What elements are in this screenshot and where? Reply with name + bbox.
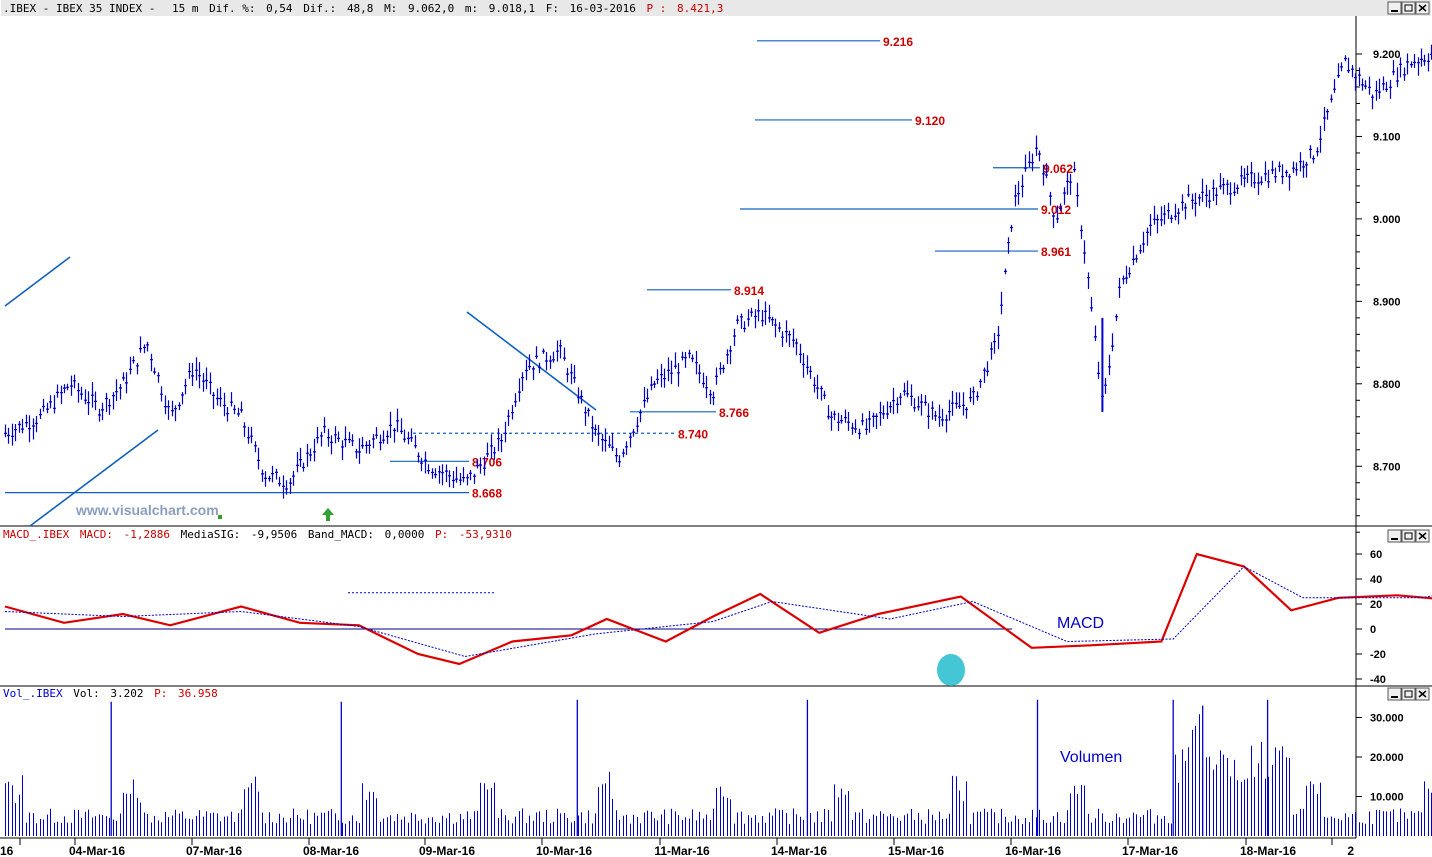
volume-annotation: Volumen xyxy=(1060,749,1122,766)
time-label-7: 14-Mar-16 xyxy=(771,844,827,857)
vol-panel-controls[interactable] xyxy=(1387,687,1430,701)
time-axis: 16 04-Mar-16 07-Mar-16 08-Mar-16 09-Mar-16 10… xyxy=(0,838,1354,857)
macd-header-text: MACD_.IBEX MACD: -1,2886 MediaSIG: -9,95… xyxy=(3,528,512,541)
macd-axis: 60 40 20 0 -20 -40 xyxy=(5,549,1386,686)
trend-line-1 xyxy=(29,429,159,527)
time-label-8: 15-Mar-16 xyxy=(888,844,944,857)
time-label-4: 09-Mar-16 xyxy=(419,844,475,857)
macd-tick-label-5: -40 xyxy=(1370,674,1386,686)
support-resistance-levels: 9.216 9.120 9.062 9.012 8.961 8.914 8.766 8.740… xyxy=(5,35,1073,501)
vol-close-button[interactable] xyxy=(1415,687,1430,701)
time-label-3: 08-Mar-16 xyxy=(303,844,359,857)
level-label-8.766: 8.766 xyxy=(719,406,749,420)
time-label-10: 17-Mar-16 xyxy=(1122,844,1178,857)
price-tick-label-1: 9.100 xyxy=(1373,131,1401,143)
trend-line-0 xyxy=(4,256,71,307)
vol-tick-label-2: 10.000 xyxy=(1370,792,1404,804)
up-arrow-icon xyxy=(322,508,334,521)
maximize-button[interactable] xyxy=(1401,1,1416,15)
macd-tick-label-3: 0 xyxy=(1370,624,1376,636)
price-panel-controls[interactable] xyxy=(1387,1,1430,15)
vol-header-text: Vol_.IBEX Vol: 3.202 P: 36.958 xyxy=(3,687,218,700)
price-tick-label-0: 9.200 xyxy=(1373,49,1401,61)
trend-lines xyxy=(4,256,597,527)
macd-series-MACD xyxy=(4,552,1432,666)
price-tick-label-3: 8.900 xyxy=(1373,296,1401,308)
price-header-text: .IBEX - IBEX 35 INDEX - 15 m Dif. %: 0,5… xyxy=(3,2,723,15)
time-label-5: 10-Mar-16 xyxy=(536,844,592,857)
level-label-9.062: 9.062 xyxy=(1043,162,1073,176)
level-label-8.740: 8.740 xyxy=(678,427,708,441)
level-label-9.120: 9.120 xyxy=(915,114,945,128)
macd-series-MediaSIG xyxy=(4,565,1432,658)
level-label-8.668: 8.668 xyxy=(472,487,502,501)
price-header-bar xyxy=(1,0,1431,16)
watermark: www.visualchart.com xyxy=(75,502,219,518)
level-label-9.012: 9.012 xyxy=(1041,203,1071,217)
price-tick-label-2: 9.000 xyxy=(1373,214,1401,226)
highlight-circle xyxy=(937,654,965,686)
vol-maximize-button[interactable] xyxy=(1401,687,1416,701)
time-label-12: 2 xyxy=(1347,844,1354,857)
level-label-8.706: 8.706 xyxy=(472,455,502,469)
close-button[interactable] xyxy=(1415,1,1430,15)
level-label-8.914: 8.914 xyxy=(734,284,764,298)
macd-panel-controls[interactable] xyxy=(1387,529,1430,543)
macd-tick-label-1: 40 xyxy=(1370,574,1382,586)
macd-maximize-button[interactable] xyxy=(1401,529,1416,543)
trend-line-2 xyxy=(466,311,597,411)
macd-lines xyxy=(4,552,1432,666)
volume-bars xyxy=(5,699,1432,836)
price-tick-label-4: 8.800 xyxy=(1373,379,1401,391)
time-label-1: 04-Mar-16 xyxy=(69,844,125,857)
time-label-2: 07-Mar-16 xyxy=(186,844,242,857)
price-tick-label-5: 8.700 xyxy=(1373,461,1401,473)
time-label-6: 11-Mar-16 xyxy=(654,844,710,857)
macd-tick-label-4: -20 xyxy=(1370,649,1386,661)
macd-tick-label-2: 20 xyxy=(1370,599,1382,611)
level-label-8.961: 8.961 xyxy=(1041,245,1071,259)
vol-tick-label-0: 30.000 xyxy=(1370,713,1404,725)
level-label-9.216: 9.216 xyxy=(883,35,913,49)
volume-bars-path xyxy=(5,714,1432,836)
time-label-0: 16 xyxy=(0,844,14,857)
time-label-9: 16-Mar-16 xyxy=(1005,844,1061,857)
time-label-11: 18-Mar-16 xyxy=(1240,844,1296,857)
minimize-button[interactable] xyxy=(1387,1,1402,15)
volume-axis: 30.000 20.000 10.000 xyxy=(1356,713,1404,804)
macd-minimize-button[interactable] xyxy=(1387,529,1402,543)
vol-tick-label-1: 20.000 xyxy=(1370,752,1404,764)
marker-dot xyxy=(218,515,222,519)
macd-tick-label-0: 60 xyxy=(1370,549,1382,561)
macd-close-button[interactable] xyxy=(1415,529,1430,543)
macd-annotation: MACD xyxy=(1057,615,1104,632)
vol-minimize-button[interactable] xyxy=(1387,687,1402,701)
price-axis: 9.200 9.100 9.000 8.900 8.800 8.700 xyxy=(1356,49,1401,533)
